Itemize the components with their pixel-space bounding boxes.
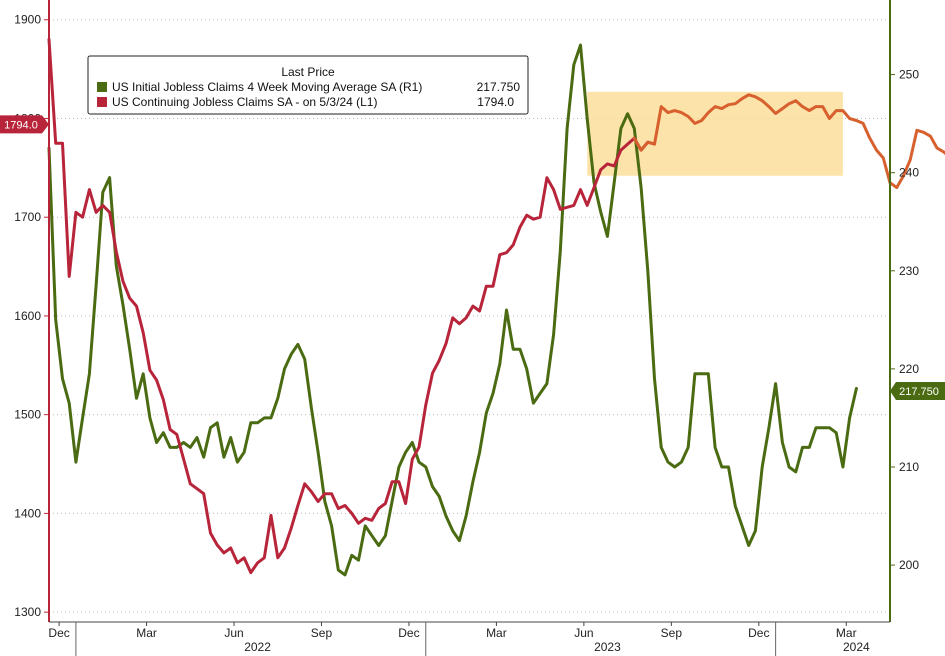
right-tick-label: 210	[899, 460, 919, 474]
series-line-initial-claims	[47, 43, 858, 577]
left-tick-label: 1600	[14, 309, 41, 323]
right-tick-label: 250	[899, 68, 919, 82]
year-label: 2024	[843, 640, 870, 654]
right-tick-label: 200	[899, 558, 919, 572]
legend-value-continuing-claims: 1794.0	[477, 95, 514, 109]
legend-entry-initial-claims: US Initial Jobless Claims 4 Week Moving …	[112, 80, 422, 94]
x-tick-label: Mar	[136, 626, 157, 640]
legend-swatch-continuing-claims	[97, 97, 107, 107]
legend-title: Last Price	[281, 65, 335, 79]
x-tick-label: Dec	[398, 626, 419, 640]
left-value-badge-label: 1794.0	[4, 119, 38, 131]
x-tick-label: Dec	[48, 626, 69, 640]
right-value-badge	[890, 381, 945, 400]
x-tick-label: Mar	[486, 626, 507, 640]
year-label: 2023	[594, 640, 621, 654]
legend-entry-continuing-claims: US Continuing Jobless Claims SA - on 5/3…	[112, 95, 377, 109]
x-tick-label: Jun	[574, 626, 593, 640]
left-axis-ticks: 1300140015001600170018001900	[14, 13, 49, 619]
x-tick-label: Sep	[311, 626, 333, 640]
series-line-continuing-claims-recent	[632, 93, 945, 190]
grid-lines	[49, 19, 890, 613]
left-tick-label: 1400	[14, 506, 41, 520]
right-axis-ticks: 200 210 220 230 240 250	[890, 68, 919, 572]
right-tick-label: 220	[899, 362, 919, 376]
year-labels: 2022 2023 2024	[75, 622, 870, 656]
x-tick-label: Mar	[836, 626, 857, 640]
left-tick-label: 1500	[14, 408, 41, 422]
left-value-badge	[0, 115, 49, 134]
x-tick-label: Dec	[748, 626, 769, 640]
x-tick-label: Jun	[224, 626, 243, 640]
right-tick-label: 240	[899, 166, 919, 180]
highlight-box	[587, 91, 843, 176]
left-tick-label: 1300	[14, 605, 41, 619]
x-axis-ticks: Dec Mar Jun Sep Dec Mar Jun Sep Dec Mar	[48, 622, 857, 640]
legend-box	[87, 55, 529, 115]
right-value-badge-label: 217.750	[899, 386, 939, 398]
legend-swatch-initial-claims	[97, 82, 107, 92]
right-tick-label: 230	[899, 264, 919, 278]
year-label: 2022	[244, 640, 271, 654]
series-lines	[47, 38, 945, 577]
left-tick-label: 1700	[14, 210, 41, 224]
legend: Last Price US Initial Jobless Claims 4 W…	[87, 55, 529, 115]
series-line-continuing-claims	[47, 38, 656, 575]
left-tick-label: 1900	[14, 13, 41, 27]
legend-value-initial-claims: 217.750	[477, 80, 521, 94]
last-value-badges: 1794.0 217.750	[0, 115, 945, 400]
x-tick-label: Sep	[661, 626, 683, 640]
